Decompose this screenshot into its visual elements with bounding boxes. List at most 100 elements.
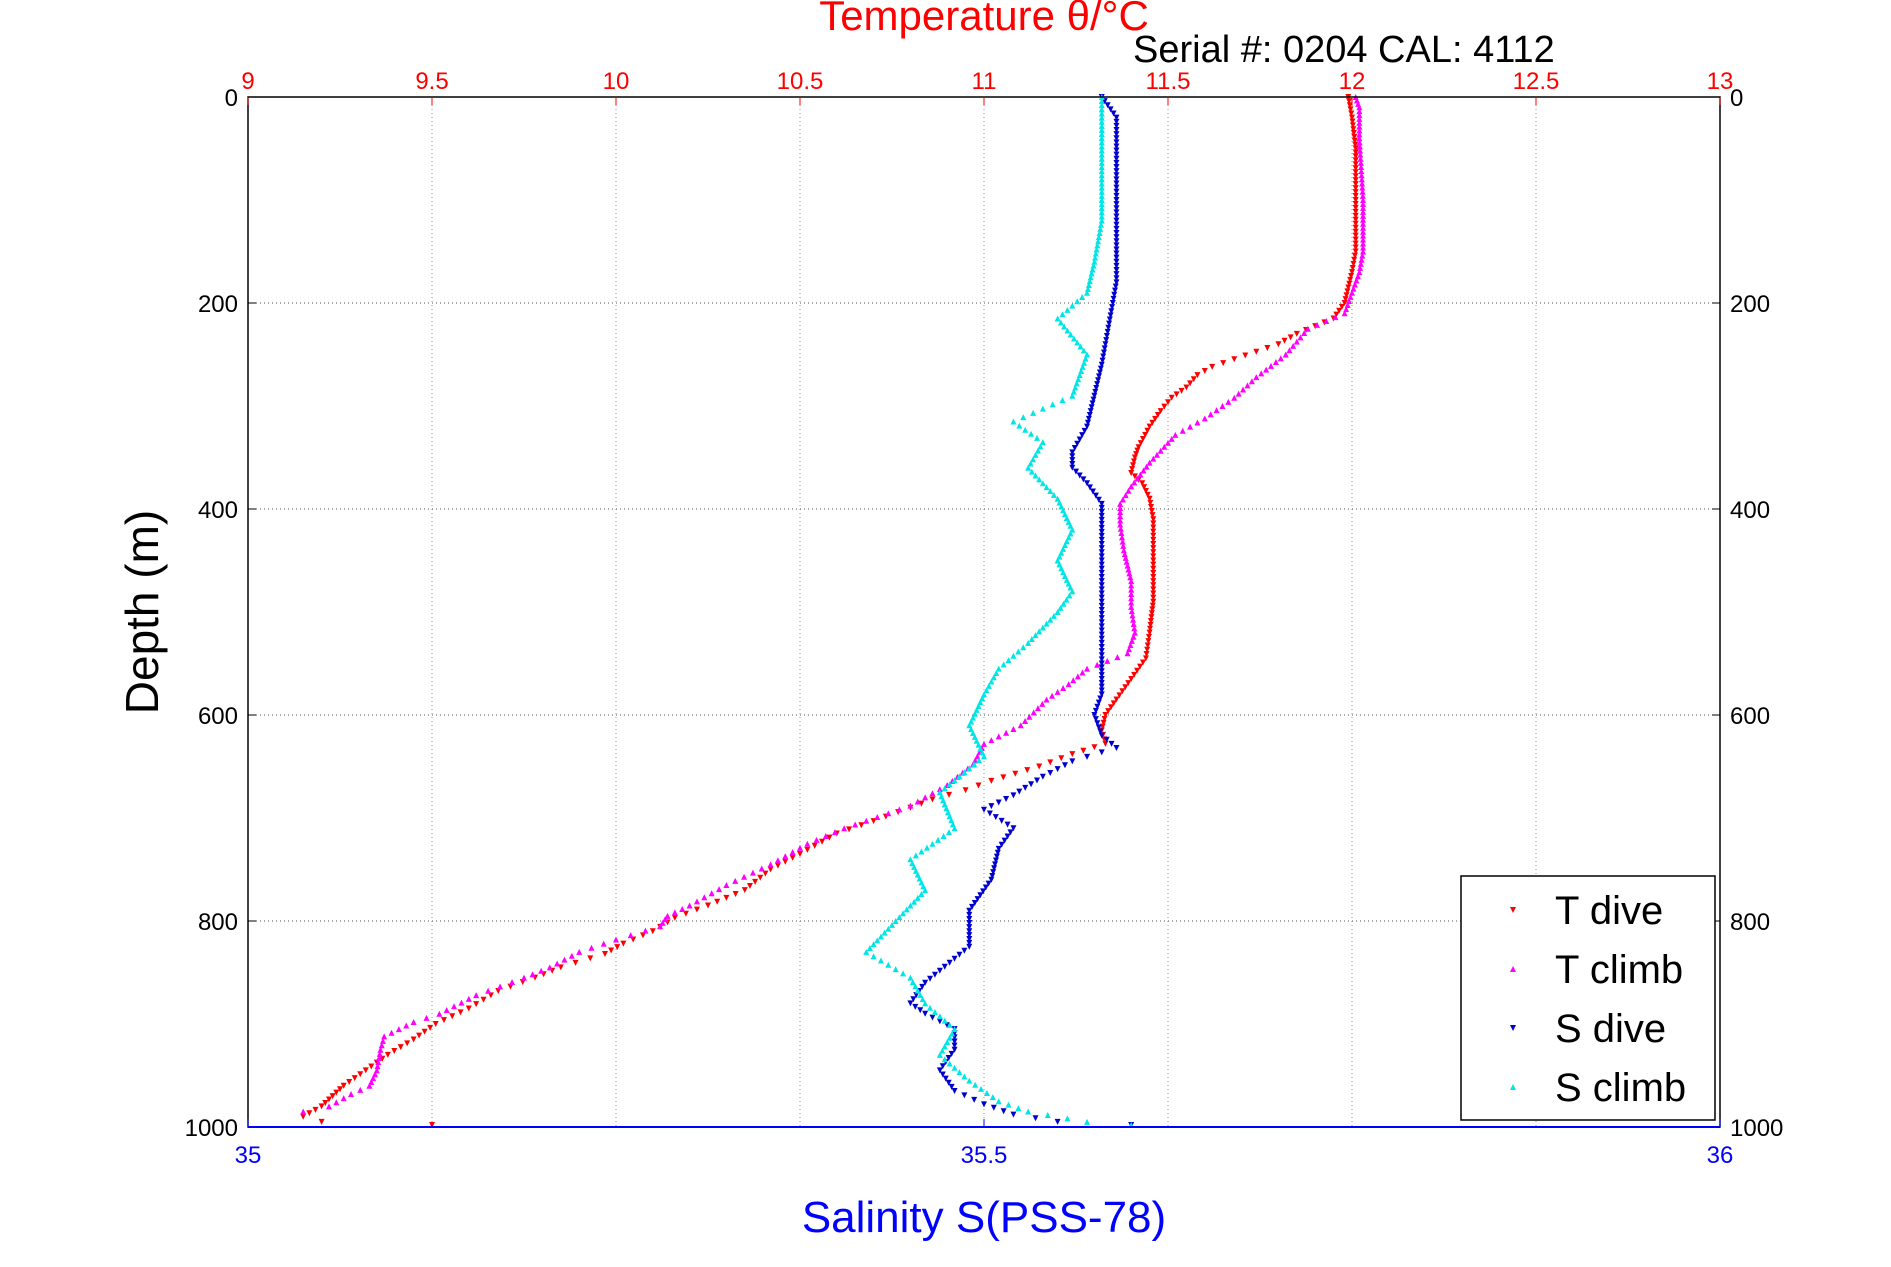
data-point [1090, 262, 1097, 269]
data-point [1084, 285, 1091, 292]
data-point [1258, 370, 1265, 377]
data-point [1067, 331, 1074, 338]
data-point [907, 902, 914, 909]
top-tick-label: 12.5 [1513, 68, 1560, 95]
data-point [1098, 598, 1105, 605]
data-point [968, 726, 975, 733]
data-point [1209, 363, 1216, 370]
data-point [705, 902, 711, 909]
data-point [1059, 311, 1066, 318]
data-point [1172, 431, 1179, 438]
data-point [885, 810, 892, 817]
data-point [1187, 380, 1194, 387]
data-point [1352, 212, 1359, 219]
data-point [946, 829, 953, 836]
data-point [1069, 449, 1076, 456]
data-point [1134, 447, 1141, 454]
data-point [931, 1008, 938, 1015]
data-point [1098, 606, 1105, 613]
data-point [1352, 161, 1359, 168]
data-point [1094, 661, 1101, 668]
data-point [487, 992, 494, 999]
data-point [1287, 334, 1294, 341]
data-point [1356, 123, 1363, 130]
data-point [1352, 224, 1359, 231]
data-point [1102, 712, 1109, 718]
data-point [1349, 122, 1356, 129]
data-point [1000, 1108, 1007, 1115]
data-point [1347, 106, 1354, 113]
data-point [1101, 715, 1108, 722]
data-point [951, 1038, 958, 1045]
data-point [671, 909, 678, 916]
data-point [1113, 201, 1120, 208]
data-point [1301, 330, 1308, 337]
data-point [1054, 315, 1061, 322]
data-point [1150, 516, 1157, 523]
data-point [977, 745, 984, 752]
data-point [1087, 274, 1094, 281]
data-point [1129, 612, 1136, 619]
data-point [427, 1024, 434, 1031]
data-point [981, 1101, 987, 1108]
data-point [1360, 228, 1367, 235]
data-point [1150, 598, 1157, 605]
data-point [1360, 224, 1367, 231]
data-point [1348, 110, 1355, 117]
data-point [1147, 499, 1154, 506]
data-point [465, 995, 472, 1002]
data-point [1064, 1115, 1071, 1122]
data-point [1098, 361, 1105, 368]
data-point [1207, 411, 1214, 418]
data-point [939, 1071, 946, 1078]
data-point [1026, 713, 1033, 720]
data-point [429, 1121, 435, 1128]
data-point [1113, 180, 1120, 187]
data-point [1069, 588, 1076, 595]
data-point [1085, 281, 1092, 288]
data-point [1057, 319, 1064, 326]
data-point [1113, 238, 1120, 245]
data-point [1144, 427, 1151, 434]
data-point [919, 996, 926, 1003]
data-point [449, 1013, 456, 1020]
data-point [659, 919, 666, 926]
top-tick-label: 9 [241, 68, 254, 95]
data-point [1030, 709, 1037, 716]
data-point [907, 856, 914, 863]
data-point [1084, 480, 1091, 487]
data-point [922, 794, 929, 801]
data-point [1131, 479, 1138, 486]
data-point [992, 814, 999, 821]
data-point [951, 1026, 958, 1033]
chart-subtitle: Serial #: 0204 CAL: 4112 [1133, 29, 1555, 71]
data-point [1070, 677, 1077, 684]
data-point [440, 1017, 447, 1024]
data-point [1117, 525, 1124, 532]
data-point [1338, 303, 1345, 310]
data-point [956, 1069, 963, 1076]
data-point [863, 817, 870, 824]
data-point [1128, 578, 1135, 585]
data-point [1201, 415, 1208, 422]
data-point [922, 887, 929, 894]
data-point [1333, 311, 1340, 318]
series-t-climb [300, 94, 1367, 1115]
data-point [662, 916, 669, 923]
data-point [664, 912, 671, 919]
data-point [1074, 673, 1081, 680]
data-point [966, 928, 973, 935]
data-point [1054, 609, 1061, 615]
data-point [936, 1018, 943, 1025]
data-point [1087, 408, 1094, 415]
data-point [1095, 699, 1102, 706]
legend-items: T dive T climb S dive S climb [1510, 889, 1686, 1110]
data-point [572, 959, 579, 966]
data-point [1349, 114, 1355, 121]
data-point [1349, 264, 1356, 271]
data-point [1091, 744, 1098, 751]
data-point [1098, 524, 1105, 531]
data-point [1356, 104, 1363, 111]
data-point [1113, 139, 1120, 146]
